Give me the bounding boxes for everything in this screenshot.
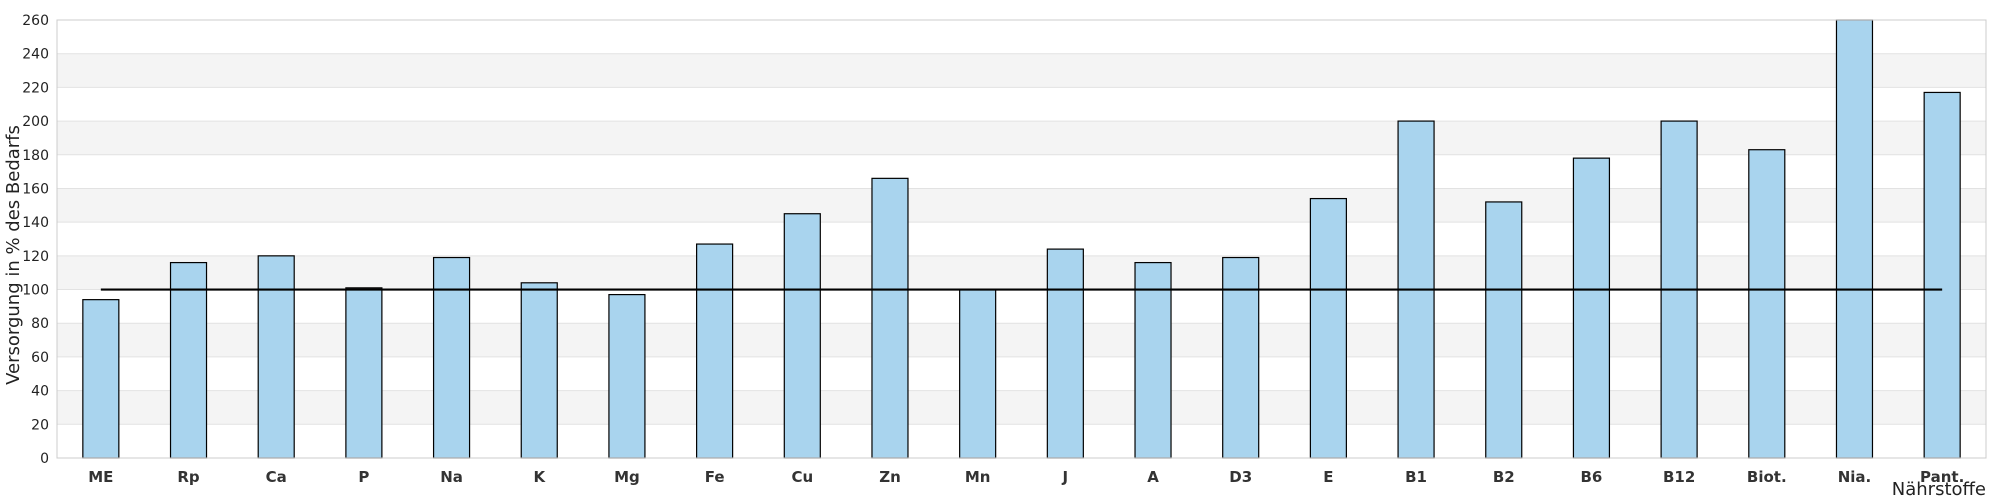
bar-k xyxy=(520,282,558,459)
y-tick-label: 60 xyxy=(31,350,49,366)
x-tick-label: Pant. xyxy=(1920,468,1964,486)
y-tick-label: 140 xyxy=(22,215,49,231)
x-tick-label: Cu xyxy=(791,468,813,486)
x-tick-label: D3 xyxy=(1229,468,1252,486)
x-tick-label: Biot. xyxy=(1747,468,1787,486)
y-tick-label: 200 xyxy=(22,114,49,130)
bar-mg xyxy=(608,293,646,459)
bar-na xyxy=(432,256,471,459)
bar-biot xyxy=(1748,149,1786,459)
x-tick-label: P xyxy=(358,468,369,486)
x-tick-label: B2 xyxy=(1493,468,1515,486)
x-tick-label: Fe xyxy=(705,468,725,486)
y-tick-label: 100 xyxy=(22,283,49,299)
bar-b2 xyxy=(1485,201,1523,459)
bar-d3 xyxy=(1222,256,1260,459)
x-tick-label: Nia. xyxy=(1838,468,1872,486)
bar-e xyxy=(1309,197,1347,459)
x-tick-label: Mg xyxy=(614,468,640,486)
y-tick-label: 80 xyxy=(31,316,49,332)
bar-a xyxy=(1134,261,1172,459)
x-axis-ticks: ME Rp Ca P Na K Mg Fe Cu Zn Mn J A D3 E B1 B2 B6 B12 Biot. N… xyxy=(88,468,1964,486)
bar-me xyxy=(82,299,120,459)
x-tick-label: Na xyxy=(440,468,463,486)
bar-p xyxy=(345,287,383,459)
y-axis-ticks: 0 20 40 60 80 100 120 140 160 180 200 220 240 260 xyxy=(22,13,49,467)
y-tick-label: 240 xyxy=(22,47,49,63)
x-axis-title: Nährstoffe xyxy=(1892,479,1986,500)
bar-zn xyxy=(871,177,909,459)
x-tick-label: Ca xyxy=(266,468,287,486)
bars xyxy=(82,19,1961,459)
bar-pant xyxy=(1923,91,1961,459)
x-tick-label: ME xyxy=(88,468,113,486)
bar-b6 xyxy=(1572,157,1611,459)
x-tick-label: Mn xyxy=(965,468,991,486)
x-tick-label: Rp xyxy=(177,468,200,486)
y-tick-label: 180 xyxy=(22,148,49,164)
x-tick-label: B1 xyxy=(1405,468,1427,486)
x-tick-label: Zn xyxy=(879,468,901,486)
x-tick-label: K xyxy=(533,468,546,486)
y-tick-label: 260 xyxy=(22,13,49,29)
y-tick-label: 20 xyxy=(31,417,49,433)
y-tick-label: 120 xyxy=(22,249,49,265)
bar-cu xyxy=(783,213,821,459)
grid-band xyxy=(57,53,1986,88)
bar-mn xyxy=(959,288,997,459)
x-tick-label: B12 xyxy=(1663,468,1695,486)
x-tick-label: J xyxy=(1062,468,1069,486)
bar-nia xyxy=(1835,19,1874,459)
x-tick-label: B6 xyxy=(1580,468,1602,486)
y-axis-title: Versorgung in % des Bedarfs xyxy=(3,125,24,385)
x-tick-label: E xyxy=(1323,468,1333,486)
y-tick-label: 160 xyxy=(22,181,49,197)
x-tick-label: A xyxy=(1147,468,1159,486)
y-tick-label: 0 xyxy=(40,451,49,467)
y-tick-label: 220 xyxy=(22,80,49,96)
bar-rp xyxy=(169,261,208,459)
bar-j xyxy=(1046,248,1084,459)
bar-fe xyxy=(696,243,734,459)
plot-frame xyxy=(56,19,1987,459)
bar-ca xyxy=(257,255,295,459)
y-tick-label: 40 xyxy=(31,384,49,400)
